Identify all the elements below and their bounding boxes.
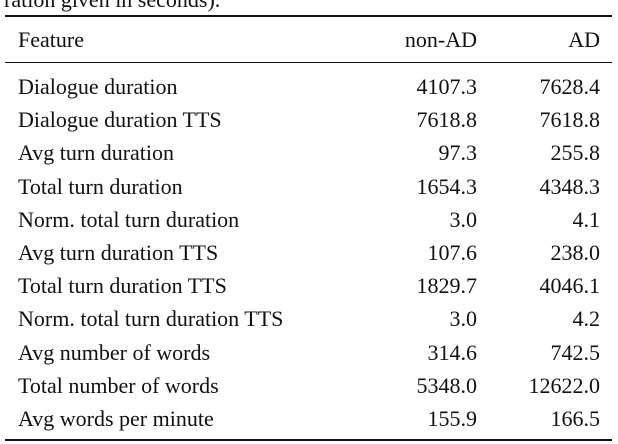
value-cell: 3.0 (449, 206, 478, 232)
feature-cell: Avg words per minute (18, 406, 214, 431)
value-cell: 1654.3 (416, 173, 478, 199)
feature-cell: Avg turn duration TTS (18, 240, 219, 265)
feature-cell: Avg turn duration (18, 140, 175, 166)
value-cell: 7618.8 (539, 107, 601, 133)
feature-cell: Dialogue duration TTS (18, 107, 222, 133)
value-cell: 4.1 (572, 206, 601, 232)
feature-cell: Norm. total turn duration (18, 206, 240, 232)
value-cell: 166.5 (550, 406, 601, 431)
value-cell: 97.3 (438, 140, 478, 166)
value-cell: 314.6 (427, 339, 478, 365)
value-cell: 7618.8 (416, 107, 478, 133)
feature-cell: Total turn duration TTS (18, 273, 227, 299)
value-cell: 155.9 (427, 406, 478, 431)
feature-cell: Dialogue duration (18, 74, 178, 99)
mid-rule (5, 62, 612, 63)
value-cell: 4.2 (572, 306, 601, 332)
value-cell: 4046.1 (539, 273, 601, 299)
value-cell: 4107.3 (416, 74, 478, 99)
value-cell: 5348.0 (416, 372, 478, 398)
value-cell: 7628.4 (539, 74, 601, 99)
value-cell: 238.0 (550, 240, 601, 265)
header-cell: Feature (18, 27, 84, 52)
value-cell: 12622.0 (528, 372, 601, 398)
value-cell: 1829.7 (416, 273, 478, 299)
top-rule (5, 15, 612, 17)
feature-cell: Total turn duration (18, 173, 183, 199)
value-cell: 4348.3 (539, 173, 601, 199)
caption: ration given in seconds). (4, 0, 220, 13)
value-cell: 3.0 (449, 306, 478, 332)
feature-cell: Norm. total turn duration TTS (18, 306, 284, 332)
header-cell: AD (568, 27, 600, 52)
bottom-rule (5, 439, 612, 441)
header-cell: non-AD (404, 27, 477, 52)
value-cell: 107.6 (427, 240, 478, 265)
feature-cell: Avg number of words (18, 339, 211, 365)
value-cell: 742.5 (550, 339, 601, 365)
feature-cell: Total number of words (18, 372, 219, 398)
value-cell: 255.8 (550, 140, 601, 166)
